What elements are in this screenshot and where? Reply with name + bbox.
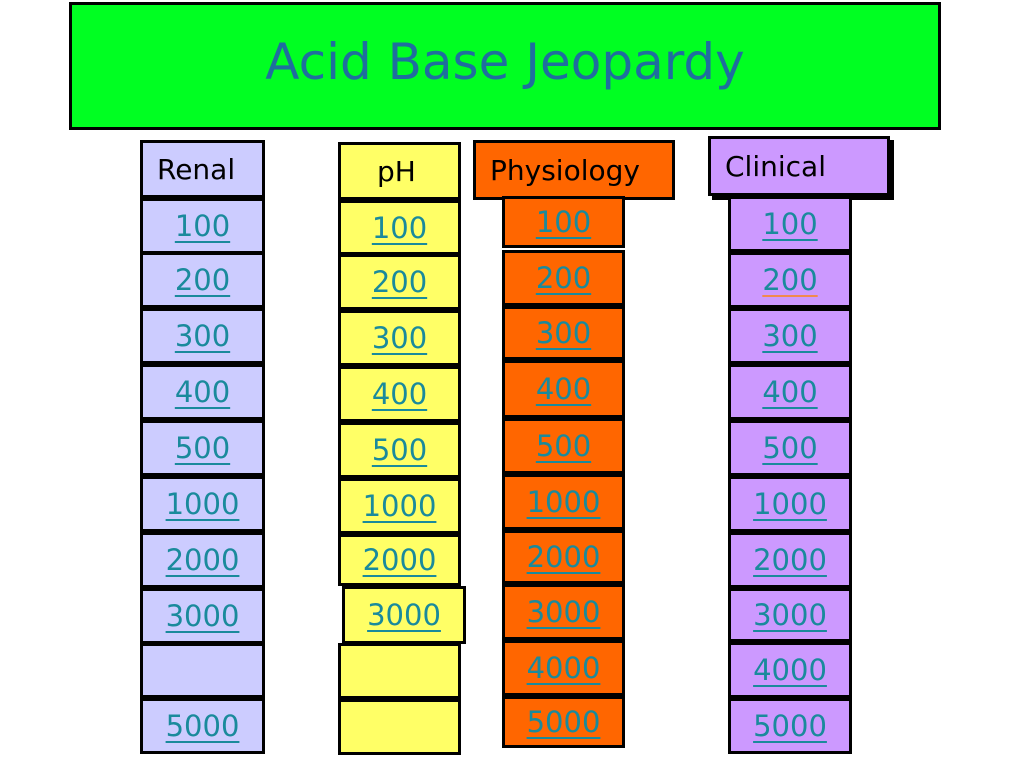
category-header-renal: Renal xyxy=(140,140,265,198)
question-cell-physiology-2[interactable]: 200 xyxy=(502,250,625,306)
question-cell-renal-8[interactable]: 3000 xyxy=(140,588,265,644)
question-cell-ph-9 xyxy=(338,643,461,699)
point-value-link[interactable]: 3000 xyxy=(753,598,827,632)
question-cell-physiology-4[interactable]: 400 xyxy=(502,360,625,418)
point-value-link[interactable]: 2000 xyxy=(165,543,240,577)
question-cell-ph-10 xyxy=(338,699,461,755)
question-cell-renal-4[interactable]: 400 xyxy=(140,364,265,420)
category-label: Renal xyxy=(157,152,236,186)
question-cell-physiology-9[interactable]: 4000 xyxy=(502,640,625,696)
point-value-link[interactable]: 2000 xyxy=(753,543,827,577)
question-cell-clinical-2[interactable]: 200 xyxy=(728,252,852,308)
category-label: Physiology xyxy=(490,153,640,187)
point-value-link[interactable]: 4000 xyxy=(753,653,827,687)
question-cell-physiology-7[interactable]: 2000 xyxy=(502,530,625,584)
point-value-link[interactable]: 3000 xyxy=(367,598,441,632)
category-header-clinical: Clinical xyxy=(708,136,890,196)
question-cell-renal-5[interactable]: 500 xyxy=(140,420,265,476)
question-cell-ph-1[interactable]: 100 xyxy=(338,200,461,255)
question-cell-clinical-5[interactable]: 500 xyxy=(728,420,852,476)
question-cell-clinical-4[interactable]: 400 xyxy=(728,364,852,420)
point-value-link[interactable]: 3000 xyxy=(526,595,601,629)
point-value-link[interactable]: 1000 xyxy=(362,489,437,523)
point-value-link[interactable]: 500 xyxy=(762,431,818,465)
point-value-link[interactable]: 200 xyxy=(371,265,428,299)
question-cell-clinical-3[interactable]: 300 xyxy=(728,308,852,364)
question-cell-renal-1[interactable]: 100 xyxy=(140,198,265,254)
point-value-link[interactable]: 400 xyxy=(762,375,818,409)
point-value-link[interactable]: 300 xyxy=(535,316,592,350)
point-value-link[interactable]: 400 xyxy=(535,372,592,406)
point-value-link[interactable]: 400 xyxy=(174,375,231,409)
question-cell-renal-6[interactable]: 1000 xyxy=(140,476,265,532)
question-cell-renal-2[interactable]: 200 xyxy=(140,252,265,308)
point-value-link[interactable]: 500 xyxy=(371,433,428,467)
point-value-link[interactable]: 100 xyxy=(535,205,592,239)
question-cell-clinical-10[interactable]: 5000 xyxy=(728,698,852,754)
question-cell-ph-4[interactable]: 400 xyxy=(338,366,461,422)
point-value-link[interactable]: 1000 xyxy=(753,487,827,521)
point-value-link[interactable]: 5000 xyxy=(526,705,601,739)
point-value-link[interactable]: 400 xyxy=(371,377,428,411)
point-value-link[interactable]: 4000 xyxy=(526,651,601,685)
category-header-physiology: Physiology xyxy=(473,140,675,200)
question-cell-physiology-1[interactable]: 100 xyxy=(502,196,625,248)
question-cell-clinical-8[interactable]: 3000 xyxy=(728,588,852,642)
question-cell-clinical-1[interactable]: 100 xyxy=(728,196,852,252)
category-label: pH xyxy=(377,154,416,188)
point-value-link[interactable]: 300 xyxy=(762,319,818,353)
point-value-link[interactable]: 2000 xyxy=(362,543,437,577)
point-value-link[interactable]: 200 xyxy=(535,261,592,295)
category-label: Clinical xyxy=(725,149,826,183)
question-cell-ph-5[interactable]: 500 xyxy=(338,422,461,478)
point-value-link[interactable]: 100 xyxy=(762,207,818,241)
question-cell-ph-2[interactable]: 200 xyxy=(338,254,461,310)
question-cell-ph-8[interactable]: 3000 xyxy=(342,586,466,644)
point-value-link[interactable]: 5000 xyxy=(165,709,240,743)
question-cell-ph-3[interactable]: 300 xyxy=(338,310,461,366)
question-cell-clinical-9[interactable]: 4000 xyxy=(728,642,852,698)
point-value-link[interactable]: 200 xyxy=(762,263,818,297)
point-value-link[interactable]: 1000 xyxy=(165,487,240,521)
point-value-link[interactable]: 1000 xyxy=(526,485,601,519)
point-value-link[interactable]: 500 xyxy=(174,431,231,465)
question-cell-physiology-8[interactable]: 3000 xyxy=(502,584,625,640)
question-cell-physiology-3[interactable]: 300 xyxy=(502,306,625,360)
question-cell-clinical-7[interactable]: 2000 xyxy=(728,532,852,588)
question-cell-ph-7[interactable]: 2000 xyxy=(338,534,461,586)
point-value-link[interactable]: 200 xyxy=(174,263,231,297)
category-header-ph: pH xyxy=(338,142,461,200)
question-cell-renal-9 xyxy=(140,643,265,698)
point-value-link[interactable]: 2000 xyxy=(526,540,601,574)
question-cell-clinical-6[interactable]: 1000 xyxy=(728,476,852,532)
point-value-link[interactable]: 5000 xyxy=(753,709,827,743)
point-value-link[interactable]: 100 xyxy=(174,209,231,243)
question-cell-ph-6[interactable]: 1000 xyxy=(338,478,461,534)
title-banner: Acid Base Jeopardy xyxy=(69,2,941,130)
point-value-link[interactable]: 300 xyxy=(371,321,428,355)
point-value-link[interactable]: 3000 xyxy=(165,599,240,633)
question-cell-renal-10[interactable]: 5000 xyxy=(140,698,265,754)
point-value-link[interactable]: 300 xyxy=(174,319,231,353)
question-cell-physiology-6[interactable]: 1000 xyxy=(502,474,625,530)
page-title: Acid Base Jeopardy xyxy=(265,33,745,91)
question-cell-physiology-10[interactable]: 5000 xyxy=(502,696,625,748)
question-cell-renal-7[interactable]: 2000 xyxy=(140,532,265,588)
question-cell-renal-3[interactable]: 300 xyxy=(140,308,265,364)
point-value-link[interactable]: 500 xyxy=(535,429,592,463)
point-value-link[interactable]: 100 xyxy=(371,210,428,245)
question-cell-physiology-5[interactable]: 500 xyxy=(502,418,625,474)
